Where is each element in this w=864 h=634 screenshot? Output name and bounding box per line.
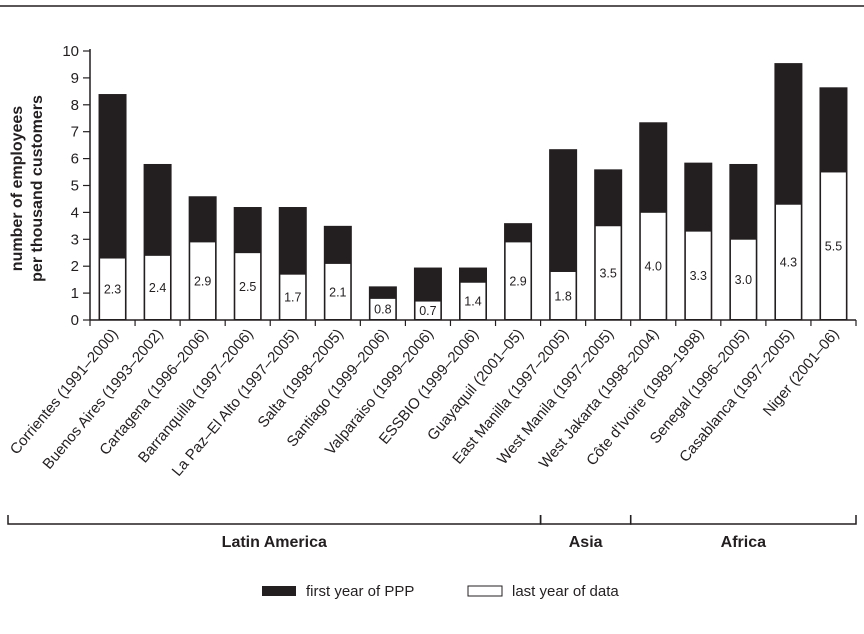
category-label: Salta (1998–2005) [255,326,347,431]
y-tick-label: 8 [71,97,79,114]
bar-last-year [685,230,712,320]
bar-last-year [640,211,667,320]
bar-last-year [459,281,487,320]
data-label: 3.0 [735,273,752,287]
y-tick-label: 3 [71,231,79,248]
legend: first year of PPP last year of data [262,583,619,600]
region-label: Asia [569,534,603,551]
y-tick-label: 9 [71,70,79,87]
y-tick-label: 4 [71,204,79,221]
data-label: 2.3 [104,283,121,297]
data-label: 1.4 [464,295,481,309]
region-groups: Latin America Asia Africa [7,515,857,551]
bars: 2.3 2.4 2.9 2.5 1.7 2.1 0.8 0.7 1.4 2.9 1.8 3.5 4.0 3… [98,63,848,320]
category-labels: Corrientes (1991–2000)Buenos Aires (1993… [7,326,843,480]
bar-last-year [820,171,847,320]
y-tick-label: 0 [71,312,79,329]
legend-label-first-year: first year of PPP [306,583,414,600]
region-bracket [629,515,857,525]
region-bracket [539,515,632,525]
y-tick-label: 2 [71,258,79,275]
y-axis: 0 1 2 3 4 5 6 7 8 9 10 [62,43,91,329]
y-tick-label: 10 [62,43,79,60]
y-axis-title: number of employees per thousand customer… [9,95,46,282]
data-label: 3.3 [690,269,707,283]
region-bracket [7,515,542,525]
y-axis-title-line: number of employees [9,106,26,271]
bar-last-year [594,225,622,320]
data-label: 0.7 [419,304,436,318]
data-label: 3.5 [599,266,616,280]
bar-last-year [775,203,802,320]
data-label: 2.1 [329,285,346,299]
data-label: 2.9 [194,274,211,288]
y-tick-label: 5 [71,178,79,195]
data-label: 2.4 [149,281,166,295]
data-label: 0.8 [374,303,391,317]
bar-last-year [189,241,216,320]
region-label: Latin America [222,534,327,551]
data-label: 4.0 [645,260,662,274]
bar-last-year [730,238,757,320]
y-tick-label: 1 [71,285,79,302]
legend-swatch-last-year [467,585,503,597]
bar-last-year [324,263,352,320]
region-label: Africa [721,534,766,551]
data-label: 2.9 [509,274,526,288]
y-tick-label: 6 [71,151,79,168]
bar-last-year [144,255,171,320]
y-tick-label: 7 [71,124,79,141]
data-label: 4.3 [780,256,797,270]
y-axis-title-line: per thousand customers [29,95,46,282]
x-axis [89,319,857,326]
data-label: 5.5 [825,240,842,254]
bar-last-year [549,271,577,320]
data-label: 1.8 [554,289,571,303]
bar-last-year [234,252,261,320]
data-label: 2.5 [239,280,256,294]
bar-last-year [279,273,306,320]
data-label: 1.7 [284,291,301,305]
legend-swatch-first-year [262,586,296,596]
legend-label-last-year: last year of data [512,583,619,600]
